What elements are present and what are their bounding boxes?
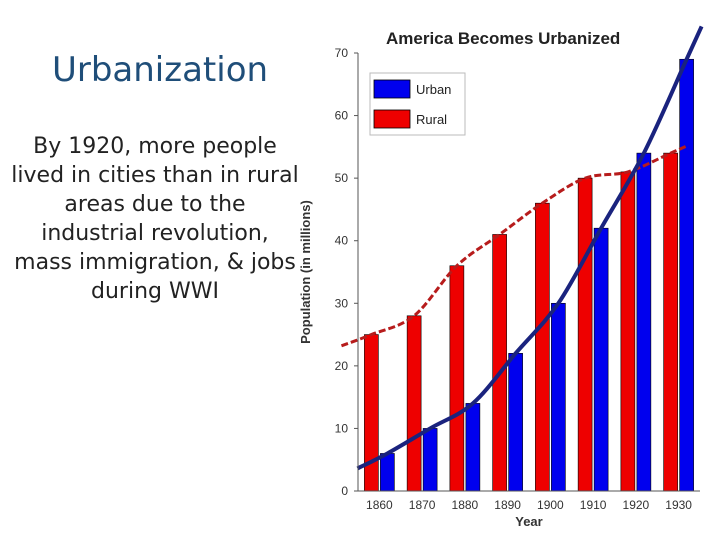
x-axis-label: Year <box>515 514 542 529</box>
slide-body-text: By 1920, more people lived in cities tha… <box>11 134 299 304</box>
x-tick-label: 1910 <box>580 498 607 512</box>
urban-trend-line <box>356 25 704 471</box>
y-tick-label: 50 <box>335 171 349 185</box>
x-tick-label: 1930 <box>665 498 692 512</box>
bar-urban-1900 <box>551 302 566 492</box>
bar-rural-1920 <box>620 171 636 492</box>
slide-title: Urbanization <box>51 50 269 90</box>
bar-urban-1890 <box>508 353 523 492</box>
chart-title: America Becomes Urbanized <box>386 29 620 48</box>
rural-trend-line <box>340 145 687 348</box>
legend-label-rural: Rural <box>416 112 447 127</box>
bar-urban-1870 <box>422 428 438 492</box>
bar-rural-1910 <box>577 177 593 492</box>
bar-rural-1900 <box>535 202 550 492</box>
x-tick-label: 1920 <box>623 498 650 512</box>
urbanization-chart: America Becomes Urbanized 0 10 20 30 40 50 60 7… <box>298 25 704 529</box>
legend-label-urban: Urban <box>416 82 451 97</box>
x-tick-label: 1900 <box>537 498 564 512</box>
y-tick-label: 70 <box>335 46 349 60</box>
y-tick-label: 30 <box>335 296 349 310</box>
bar-urban-1880 <box>465 403 481 492</box>
legend: Urban Rural <box>369 72 466 136</box>
bar-urban-1930 <box>679 58 694 492</box>
x-tick-label: 1860 <box>366 498 393 512</box>
bar-urban-1860 <box>380 453 395 492</box>
bar-rural-1890 <box>492 234 507 492</box>
bar-rural-1860 <box>364 334 379 492</box>
bar-rural-1880 <box>449 265 465 492</box>
y-axis-label: Population (in millions) <box>298 200 313 344</box>
bar-urban-1910 <box>593 227 609 492</box>
y-tick-label: 10 <box>335 421 349 435</box>
bar-rural-1930 <box>663 152 678 492</box>
x-tick-label: 1890 <box>494 498 521 512</box>
bar-rural-1870 <box>406 315 422 492</box>
bar-urban-1920 <box>636 152 652 492</box>
x-tick-label: 1880 <box>452 498 479 512</box>
legend-swatch-urban <box>373 79 411 99</box>
y-tick-label: 60 <box>335 109 349 123</box>
y-tick-label: 40 <box>335 234 349 248</box>
y-tick-label: 0 <box>341 484 348 498</box>
legend-swatch-rural <box>373 109 411 129</box>
y-tick-label: 20 <box>335 359 349 373</box>
x-tick-label: 1870 <box>409 498 436 512</box>
